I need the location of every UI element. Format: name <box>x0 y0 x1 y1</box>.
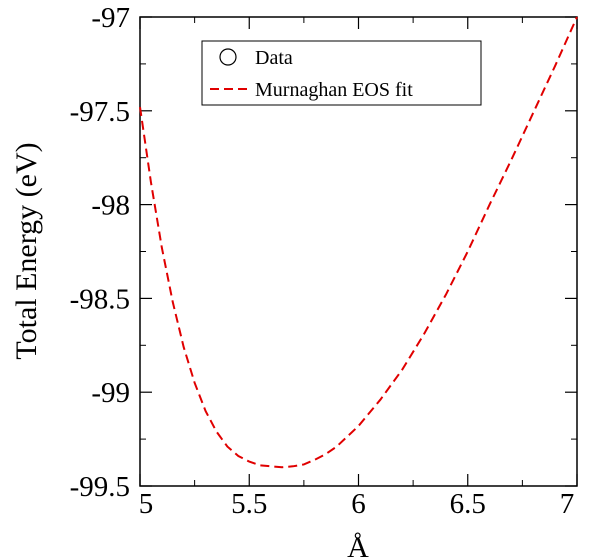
x-tick-label: 5 <box>139 488 154 520</box>
x-axis-label: Å <box>347 531 369 558</box>
series-layer <box>139 16 578 469</box>
legend: Data Murnaghan EOS fit <box>201 40 482 106</box>
y-tick-label: -97.5 <box>70 96 130 128</box>
y-tick-label: -98 <box>91 190 130 222</box>
x-tick-label: 7 <box>560 488 575 520</box>
x-tick-label: 6.5 <box>450 488 486 520</box>
x-tick-label: 5.5 <box>231 488 267 520</box>
legend-label-fit: Murnaghan EOS fit <box>255 79 413 101</box>
y-tick-label: -97 <box>91 2 130 34</box>
y-axis-label: Total Energy (eV) <box>10 142 43 359</box>
legend-box <box>201 40 482 106</box>
x-tick-label: 6 <box>351 488 366 520</box>
legend-marker-data <box>219 48 237 66</box>
y-tick-label: -99.5 <box>70 471 130 503</box>
y-axis-ticks: -97 -97.5 -98 -98.5 -99 -99.5 <box>70 2 577 503</box>
y-tick-label: -99 <box>91 377 130 409</box>
x-axis-ticks: 5 5.5 6 6.5 7 <box>139 17 578 520</box>
legend-label-data: Data <box>255 47 293 69</box>
series-line-eos-fit <box>139 16 578 469</box>
y-tick-label: -98.5 <box>70 283 130 315</box>
